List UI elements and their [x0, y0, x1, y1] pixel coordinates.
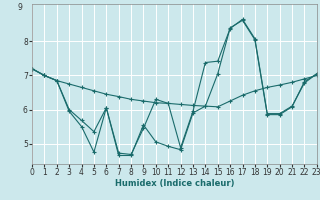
Text: 9: 9 — [17, 3, 22, 12]
X-axis label: Humidex (Indice chaleur): Humidex (Indice chaleur) — [115, 179, 234, 188]
